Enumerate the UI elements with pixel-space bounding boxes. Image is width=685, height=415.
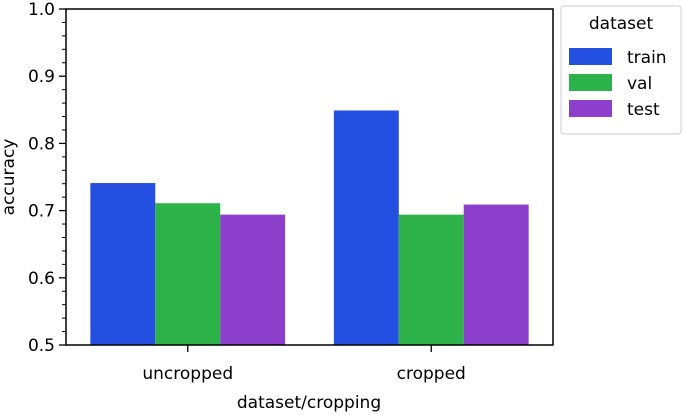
y-tick-label: 0.5	[28, 336, 55, 356]
bar-val-cropped	[398, 214, 464, 345]
legend-swatch-test	[569, 100, 612, 117]
legend-label-val: val	[627, 74, 652, 94]
y-axis-label: accuracy	[0, 139, 19, 216]
bar-train-cropped	[333, 110, 399, 345]
y-tick-label: 0.7	[28, 202, 55, 222]
bar-test-cropped	[463, 204, 529, 345]
x-axis: uncropped cropped	[142, 345, 466, 384]
bar-val-uncropped	[155, 203, 221, 345]
x-tick-label-uncropped: uncropped	[142, 364, 233, 384]
bar-test-uncropped	[220, 214, 286, 345]
x-axis-label: dataset/cropping	[237, 393, 381, 413]
y-axis: 0.5 0.6 0.7 0.8 0.9 1.0	[28, 0, 66, 356]
bar-train-uncropped	[90, 183, 156, 345]
bars-group	[90, 110, 529, 345]
legend-swatch-val	[569, 74, 612, 91]
legend-label-test: test	[627, 100, 660, 120]
x-tick-label-cropped: cropped	[397, 364, 466, 384]
legend: dataset train val test	[560, 5, 682, 135]
y-tick-label: 0.9	[28, 67, 55, 87]
plot-area-frame	[65, 8, 554, 346]
legend-title: dataset	[589, 14, 654, 34]
y-tick-label: 0.6	[28, 269, 55, 289]
y-tick-label: 0.8	[28, 134, 55, 154]
legend-items: train val test	[569, 48, 667, 120]
y-tick-label: 1.0	[28, 0, 55, 20]
legend-swatch-train	[569, 48, 612, 65]
legend-label-train: train	[627, 48, 667, 68]
